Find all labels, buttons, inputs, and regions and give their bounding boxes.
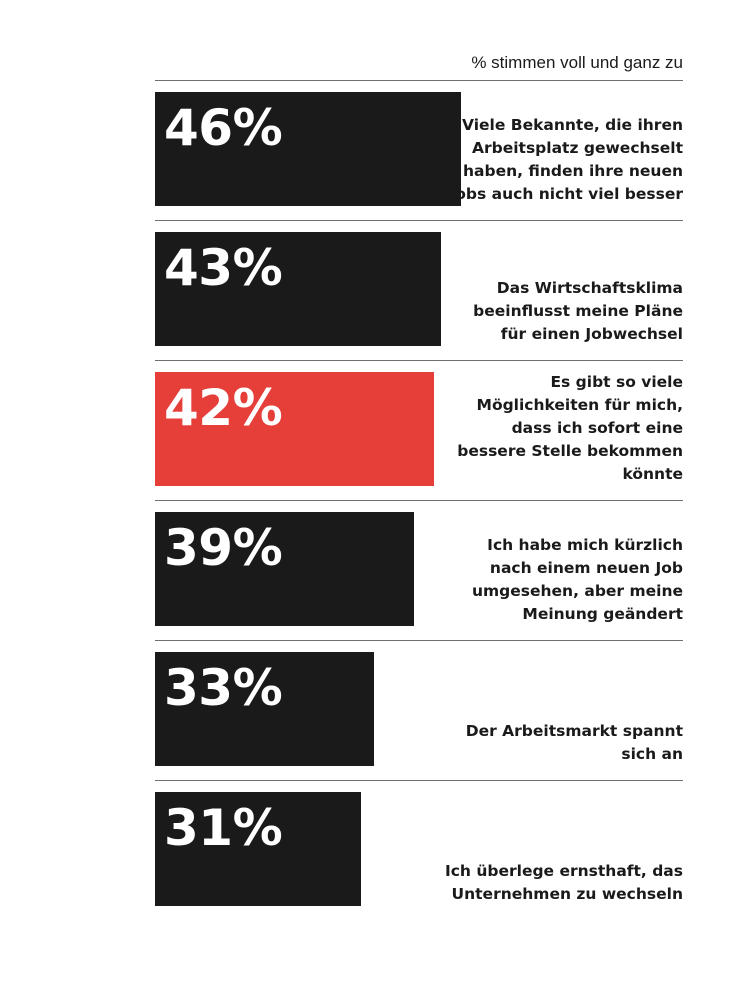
bar-value-label: 33%	[164, 659, 283, 717]
row-divider	[155, 780, 683, 781]
row-divider	[155, 640, 683, 641]
bar-value-label: 39%	[164, 519, 283, 577]
row-divider	[155, 80, 683, 81]
bar-5: 33%	[155, 652, 374, 766]
bar-3: 42%	[155, 372, 434, 486]
bar-value-label: 42%	[164, 379, 283, 437]
bar-1: 46%	[155, 92, 461, 206]
bar-6: 31%	[155, 792, 361, 906]
category-label: Der Arbeitsmarkt spannt sich an	[465, 722, 683, 763]
row-divider	[155, 220, 683, 221]
category-label: Das Wirtschaftsklima beeinflusst meine P…	[473, 279, 683, 343]
category-label: Ich überlege ernsthaft, das Unternehmen …	[444, 862, 683, 903]
bar-4: 39%	[155, 512, 414, 626]
bar-value-label: 31%	[164, 799, 283, 857]
bar-2: 43%	[155, 232, 441, 346]
bar-value-label: 43%	[164, 239, 283, 297]
row-divider	[155, 500, 683, 501]
category-label: Ich habe mich kürzlich nach einem neuen …	[471, 536, 683, 623]
row-divider	[155, 360, 683, 361]
category-label: Viele Bekannte, die ihren Arbeitsplatz g…	[449, 116, 683, 203]
bar-value-label: 46%	[164, 99, 283, 157]
chart-subtitle: % stimmen voll und ganz zu	[471, 53, 683, 72]
category-label: Es gibt so viele Möglichkeiten für mich,…	[457, 373, 683, 483]
